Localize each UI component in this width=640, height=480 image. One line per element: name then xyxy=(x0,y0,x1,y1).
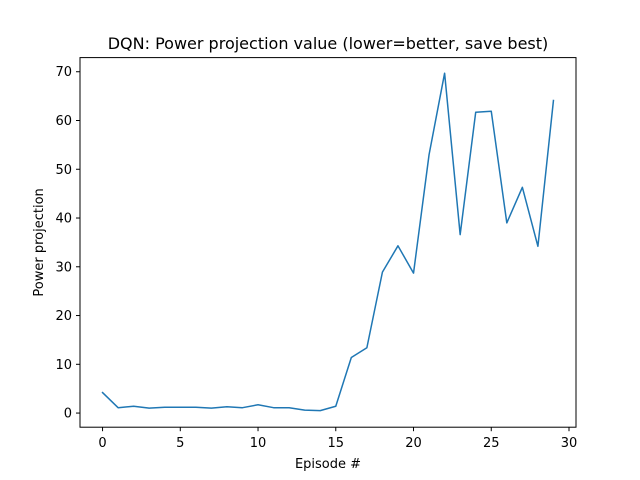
y-tick-label: 10 xyxy=(55,358,72,373)
x-tick-label: 30 xyxy=(561,436,578,451)
y-tick-label: 70 xyxy=(55,65,72,80)
x-tick-label: 25 xyxy=(483,436,500,451)
y-tick-label: 50 xyxy=(55,163,72,178)
chart-title: DQN: Power projection value (lower=bette… xyxy=(108,34,549,53)
x-axis-label: Episode # xyxy=(295,457,361,472)
x-tick-label: 15 xyxy=(328,436,345,451)
y-tick-label: 30 xyxy=(55,260,72,275)
series-line-0 xyxy=(101,72,555,412)
x-tick-label: 0 xyxy=(98,436,106,451)
x-tick-label: 20 xyxy=(405,436,422,451)
y-tick-label: 0 xyxy=(64,407,72,422)
y-tick-label: 20 xyxy=(55,309,72,324)
x-tick-label: 10 xyxy=(250,436,267,451)
y-tick-label: 60 xyxy=(55,114,72,129)
axes-frame xyxy=(79,57,577,428)
y-axis-label: Power projection xyxy=(32,188,47,296)
y-axis: 0 10 20 30 40 50 60 70 xyxy=(55,65,80,422)
x-tick-label: 5 xyxy=(176,436,184,451)
y-tick-label: 40 xyxy=(55,212,72,227)
x-axis: 0 5 10 15 20 25 30 xyxy=(98,427,577,451)
plot-area xyxy=(101,72,555,412)
